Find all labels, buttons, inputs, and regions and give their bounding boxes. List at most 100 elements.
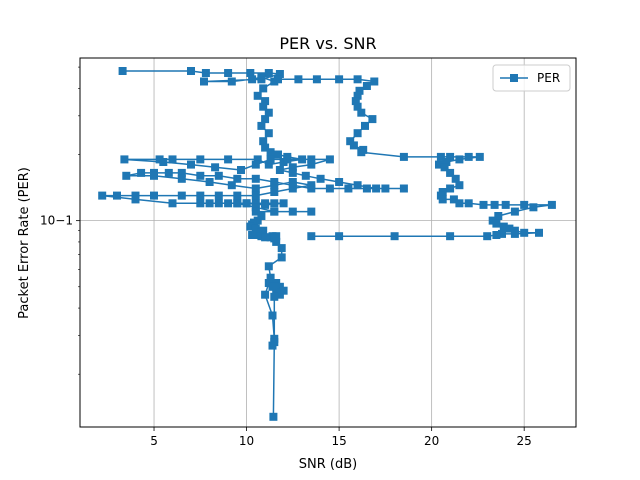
- data-point: [505, 224, 514, 233]
- data-point: [214, 171, 223, 180]
- data-point: [251, 191, 260, 200]
- data-point: [272, 237, 281, 246]
- data-point: [353, 102, 362, 111]
- data-point: [266, 155, 275, 164]
- data-point: [270, 338, 279, 347]
- data-point: [251, 224, 260, 233]
- data-point: [351, 97, 360, 106]
- data-point: [498, 229, 506, 238]
- data-point: [325, 155, 334, 164]
- data-point: [464, 152, 473, 161]
- data-point: [224, 69, 233, 77]
- data-point: [307, 155, 316, 164]
- data-point: [264, 160, 273, 169]
- data-point: [224, 199, 233, 208]
- data-point: [150, 171, 158, 180]
- data-point: [164, 168, 173, 177]
- data-point: [357, 108, 366, 117]
- data-point: [251, 203, 260, 212]
- data-point: [277, 244, 286, 253]
- legend-box: [492, 64, 571, 92]
- data-point: [200, 77, 208, 86]
- data-point: [483, 232, 492, 241]
- data-point: [288, 168, 297, 177]
- data-point: [307, 160, 316, 169]
- x-tick-label: 20: [424, 434, 439, 448]
- data-point: [492, 231, 501, 239]
- data-point: [251, 160, 260, 169]
- data-point: [353, 75, 362, 84]
- data-point: [270, 181, 279, 190]
- chart-title: PER vs. SNR: [279, 34, 376, 53]
- data-point: [177, 174, 186, 183]
- data-point: [205, 199, 214, 208]
- legend-marker: [510, 74, 518, 82]
- data-point: [438, 195, 447, 204]
- data-point: [120, 155, 129, 164]
- data-point: [277, 253, 286, 262]
- data-point: [520, 228, 529, 237]
- y-tick-label: 10−1: [40, 214, 73, 228]
- data-point: [455, 199, 464, 208]
- data-point: [137, 168, 146, 177]
- data-point: [196, 171, 205, 180]
- data-point: [261, 199, 270, 208]
- data-point: [251, 184, 260, 193]
- data-point: [270, 207, 279, 216]
- data-point: [288, 163, 297, 172]
- data-point: [368, 115, 377, 124]
- data-point: [270, 292, 279, 301]
- data-point: [307, 181, 316, 190]
- data-point: [399, 152, 408, 161]
- data-point: [253, 155, 262, 164]
- data-point: [264, 69, 273, 77]
- data-point: [177, 168, 186, 177]
- data-point: [275, 166, 284, 174]
- data-point: [264, 262, 273, 271]
- data-point: [335, 75, 344, 84]
- data-point: [283, 155, 292, 164]
- data-point: [510, 207, 519, 216]
- x-tick-label: 25: [517, 434, 532, 448]
- x-axis-label: SNR (dB): [299, 457, 357, 472]
- legend: PER: [492, 64, 571, 92]
- axis-ticks: 5 10 15 20 25 10−1: [40, 66, 532, 448]
- data-point: [196, 199, 205, 208]
- data-point: [494, 212, 503, 220]
- data-point: [325, 184, 334, 193]
- data-point: [268, 311, 277, 320]
- data-point: [233, 199, 242, 208]
- data-point: [479, 200, 488, 209]
- data-point: [372, 184, 381, 193]
- data-point: [475, 152, 484, 161]
- data-point: [259, 137, 268, 146]
- data-point: [492, 219, 501, 228]
- data-point: [346, 137, 355, 146]
- data-point: [307, 207, 316, 216]
- data-point: [261, 290, 270, 299]
- data-point: [159, 158, 168, 166]
- data-point: [399, 184, 408, 193]
- data-point: [205, 178, 214, 186]
- data-point: [357, 148, 366, 157]
- data-point: [449, 195, 458, 204]
- data-point: [98, 191, 107, 200]
- data-point: [168, 199, 177, 208]
- data-point: [316, 174, 325, 183]
- data-point: [288, 184, 297, 193]
- data-point: [464, 199, 473, 208]
- data-point: [257, 212, 266, 220]
- data-point: [214, 191, 223, 200]
- data-point: [264, 129, 273, 138]
- data-point: [446, 232, 455, 241]
- series-layer: [98, 67, 556, 421]
- data-point: [168, 155, 177, 164]
- data-point: [272, 288, 281, 297]
- data-point: [261, 115, 270, 124]
- data-point: [214, 199, 223, 208]
- data-point: [233, 191, 242, 200]
- data-point: [251, 207, 260, 216]
- data-point: [187, 160, 195, 169]
- data-point: [269, 412, 278, 421]
- data-point: [246, 222, 255, 231]
